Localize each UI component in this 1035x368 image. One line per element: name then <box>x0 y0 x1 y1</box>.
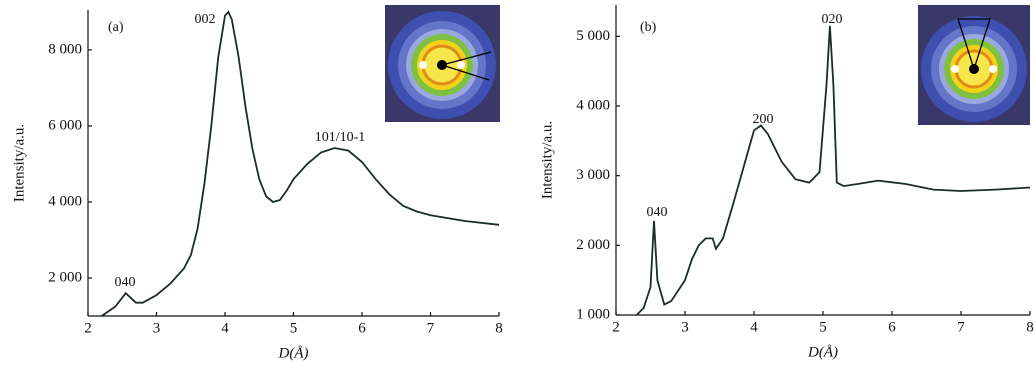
x-axis-label: D(Å) <box>807 344 838 360</box>
y-axis-label: Intensity/a.u. <box>539 121 555 199</box>
annotation: 002 <box>195 12 216 27</box>
x-tick-label: 7 <box>957 319 965 335</box>
x-tick-label: 3 <box>153 320 161 336</box>
y-tick-label: 3 000 <box>576 167 610 183</box>
inset-pattern-b <box>918 5 1030 125</box>
y-tick-label: 5 000 <box>576 28 610 44</box>
x-tick-label: 3 <box>681 319 689 335</box>
x-tick-label: 6 <box>358 320 366 336</box>
x-axis-label: D(Å) <box>278 345 309 361</box>
y-tick-label: 8 000 <box>48 41 82 57</box>
y-tick-label: 4 000 <box>48 193 82 209</box>
y-tick-label: 2 000 <box>576 237 610 253</box>
annotation: 101/10-1 <box>315 130 366 145</box>
y-tick-label: 6 000 <box>48 117 82 133</box>
x-tick-label: 8 <box>495 320 503 336</box>
x-tick-label: 5 <box>290 320 298 336</box>
y-tick-label: 2 000 <box>48 269 82 285</box>
annotation: 200 <box>753 112 774 127</box>
y-axis-label: Intensity/a.u. <box>11 124 27 202</box>
annotation: 040 <box>647 205 668 220</box>
figure: 2 3 4 5 6 7 8 2 000 4 000 6 000 8 000 D(Å) Intensity… <box>0 0 1035 368</box>
annotation: (a) <box>108 20 124 35</box>
x-tick-label: 4 <box>221 320 229 336</box>
page: {"chart_data": [ {"type": "line", "x_lab… <box>0 0 1035 368</box>
x-tick-label: 6 <box>888 319 896 335</box>
annotation: 040 <box>115 275 136 290</box>
x-tick-label: 8 <box>1026 319 1034 335</box>
inset-pattern-a <box>385 5 500 122</box>
x-tick-label: 2 <box>612 319 620 335</box>
x-tick-label: 2 <box>84 320 92 336</box>
x-tick-label: 5 <box>819 319 827 335</box>
y-tick-label: 4 000 <box>576 97 610 113</box>
y-tick-label: 1 000 <box>576 306 610 322</box>
x-tick-label: 7 <box>427 320 435 336</box>
x-tick-label: 4 <box>750 319 758 335</box>
annotation: 020 <box>822 12 843 27</box>
annotation: (b) <box>640 20 657 35</box>
